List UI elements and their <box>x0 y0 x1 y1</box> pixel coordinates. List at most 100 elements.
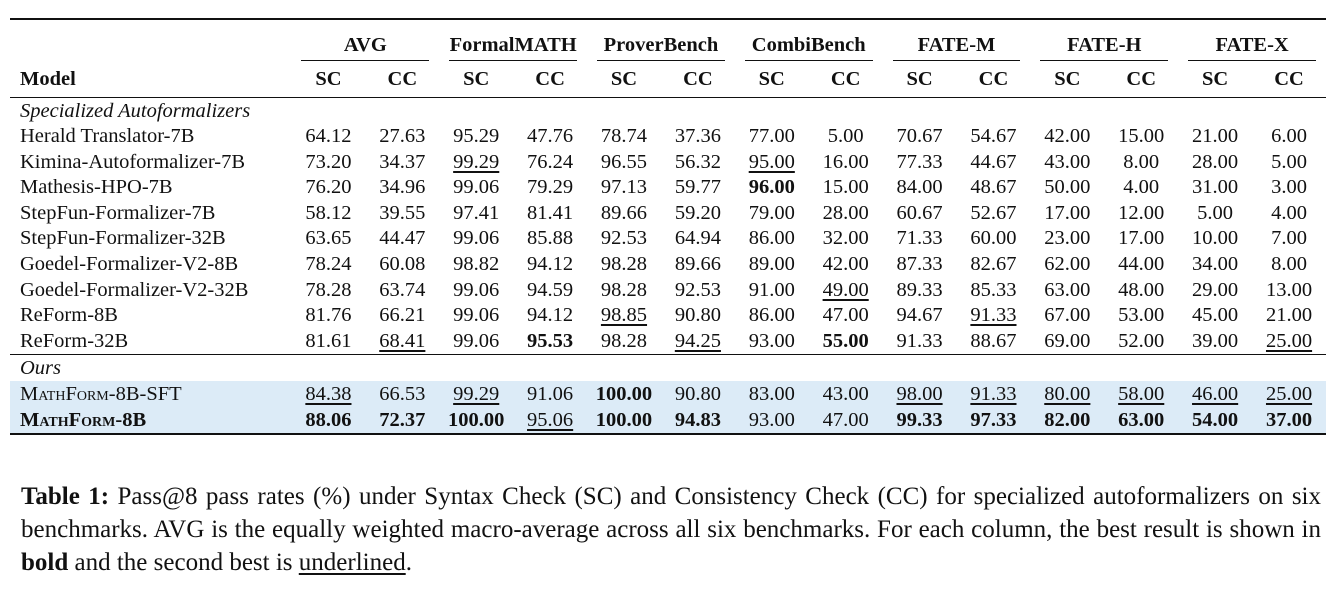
score-value: 84.00 <box>896 176 943 199</box>
score-value: 15.00 <box>1118 125 1165 147</box>
score-cell: 84.00 <box>883 175 957 201</box>
score-value: 5.00 <box>1271 150 1307 173</box>
score-value: 31.00 <box>1192 176 1239 199</box>
score-cell: 68.41 <box>365 329 439 355</box>
score-cell: 88.67 <box>957 329 1031 355</box>
score-cell: 94.12 <box>513 303 587 329</box>
score-value: 99.06 <box>453 329 500 352</box>
score-cell: 94.59 <box>513 278 587 304</box>
score-cell: 100.00 <box>587 407 661 435</box>
score-cell: 62.00 <box>1030 252 1104 278</box>
score-cell: 44.47 <box>365 226 439 252</box>
score-cell: 13.00 <box>1252 278 1326 304</box>
score-value: 82.00 <box>1044 409 1091 432</box>
score-cell: 89.00 <box>735 252 809 278</box>
score-value: 27.63 <box>379 125 426 147</box>
score-cell: 58.00 <box>1104 381 1179 408</box>
score-value: 64.12 <box>305 125 352 147</box>
score-cell: 46.00 <box>1178 381 1253 408</box>
score-cell: 89.66 <box>661 252 735 278</box>
score-cell: 78.24 <box>291 252 365 278</box>
model-name: ReForm-32B <box>20 329 129 352</box>
sub-header: SC <box>463 67 490 90</box>
sub-header: SC <box>1054 67 1081 90</box>
score-value: 78.74 <box>600 125 648 147</box>
score-cell: 89.33 <box>883 278 957 304</box>
score-cell: 4.00 <box>1252 201 1326 227</box>
score-cell: 98.28 <box>587 278 661 304</box>
model-name: Herald Translator-7B <box>20 125 195 147</box>
score-value: 67.00 <box>1044 304 1091 327</box>
score-cell: 34.37 <box>365 150 439 176</box>
score-value: 93.00 <box>748 329 795 352</box>
score-cell: 72.37 <box>365 407 440 435</box>
score-value: 85.88 <box>527 227 574 250</box>
score-cell: 99.29 <box>439 150 513 176</box>
score-cell: 5.00 <box>809 124 883 150</box>
score-cell: 100.00 <box>439 407 514 435</box>
group-header-label: ProverBench <box>603 34 719 56</box>
results-table: AVG FormalMATH ProverBench CombiBench FATE-M… <box>10 18 1326 437</box>
score-cell: 97.41 <box>439 201 513 227</box>
score-cell: 77.33 <box>883 150 957 176</box>
score-value: 42.00 <box>1044 125 1091 147</box>
model-header: Model <box>20 67 76 90</box>
score-value: 8.00 <box>1123 150 1160 173</box>
score-value: 91.33 <box>970 383 1017 406</box>
score-cell: 69.00 <box>1030 329 1104 355</box>
group-header: AVG <box>291 20 439 61</box>
score-value: 42.00 <box>822 252 869 275</box>
table-row: Goedel-Formalizer-V2-8B 78.24 60.08 98.82 94… <box>10 252 1326 278</box>
score-value: 89.33 <box>896 278 943 301</box>
bottom-rule <box>10 433 1326 437</box>
score-cell: 44.67 <box>957 150 1031 176</box>
model-name: StepFun-Formalizer-32B <box>20 227 226 250</box>
score-value: 98.28 <box>600 278 648 301</box>
score-cell: 59.20 <box>661 201 735 227</box>
score-value: 4.00 <box>1271 201 1307 224</box>
sub-header: CC <box>978 67 1009 90</box>
score-value: 77.00 <box>748 125 795 147</box>
score-cell: 53.00 <box>1104 303 1178 329</box>
score-cell: 42.00 <box>1030 124 1104 150</box>
group-header: FATE-X <box>1178 20 1326 61</box>
score-cell: 98.28 <box>587 329 661 355</box>
table-row: ReForm-32B 81.61 68.41 99.06 95.53 98.28 94.25… <box>10 329 1326 355</box>
score-value: 44.67 <box>970 150 1017 173</box>
score-cell: 28.00 <box>1178 150 1252 176</box>
score-value: 63.00 <box>1118 409 1165 432</box>
table-row: StepFun-Formalizer-32B 63.65 44.47 99.06 85.… <box>10 226 1326 252</box>
score-value: 95.53 <box>527 329 574 352</box>
caption-text-2: and the second best is <box>68 549 299 576</box>
score-cell: 21.00 <box>1252 303 1326 329</box>
score-value: 97.33 <box>970 409 1017 432</box>
score-value: 98.28 <box>600 329 648 352</box>
group-header-label: FormalMATH <box>449 34 577 56</box>
table-row: MathForm-8B 88.06 72.37 100.00 95.06 100.00 94… <box>10 407 1326 435</box>
score-value: 94.67 <box>896 304 943 327</box>
score-value: 70.67 <box>896 125 943 147</box>
score-cell: 39.00 <box>1178 329 1252 355</box>
section-rule <box>10 354 1326 356</box>
sub-header: SC <box>610 67 638 90</box>
model-name: Kimina-Autoformalizer-7B <box>20 150 246 173</box>
score-value: 69.00 <box>1044 329 1091 352</box>
score-value: 94.25 <box>674 329 721 352</box>
score-value: 43.00 <box>1044 150 1091 173</box>
group-header-label: FATE-M <box>917 34 996 56</box>
score-value: 91.33 <box>970 304 1017 327</box>
score-value: 82.67 <box>970 252 1017 275</box>
score-value: 5.00 <box>1197 201 1234 224</box>
score-value: 25.00 <box>1265 329 1313 352</box>
table-row: Mathesis-HPO-7B 76.20 34.96 99.06 79.29 97.13… <box>10 175 1326 201</box>
score-cell: 99.06 <box>439 303 513 329</box>
section-header-row: Ours <box>10 355 1326 381</box>
score-value: 17.00 <box>1044 201 1091 224</box>
score-cell: 27.63 <box>365 124 439 150</box>
sub-header: CC <box>535 67 565 90</box>
group-header-empty <box>10 20 291 61</box>
score-value: 17.00 <box>1118 227 1165 250</box>
score-value: 39.00 <box>1192 329 1239 352</box>
score-value: 91.33 <box>896 329 943 352</box>
score-value: 99.06 <box>453 176 500 199</box>
